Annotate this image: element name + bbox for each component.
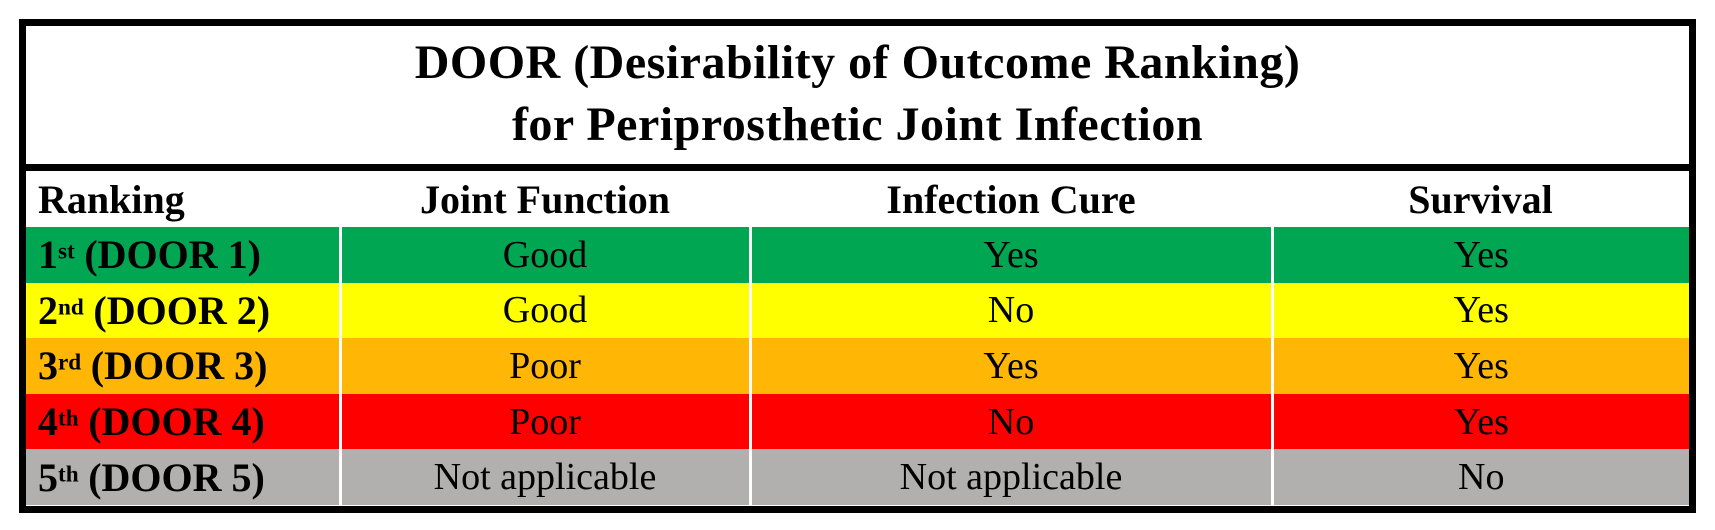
- column-header-ranking: Ranking: [26, 171, 340, 227]
- rank-cell: 5th (DOOR 5): [26, 449, 340, 505]
- rank-ordinal: th: [58, 405, 79, 432]
- door-table-frame: DOOR (Desirability of Outcome Ranking) f…: [19, 19, 1696, 513]
- survival-cell: Yes: [1270, 338, 1689, 394]
- joint-function-cell: Good: [338, 227, 750, 283]
- table-row-door-4: 4th (DOOR 4) Poor No Yes: [26, 393, 1689, 450]
- rank-cell: 3rd (DOOR 3): [26, 338, 340, 394]
- rank-number: 3: [38, 343, 58, 389]
- survival-cell: Yes: [1270, 393, 1689, 450]
- rank-door-label: (DOOR 2): [93, 287, 271, 333]
- rank-number: 2: [38, 287, 58, 333]
- survival-cell: Yes: [1270, 227, 1689, 283]
- column-header-infection-cure: Infection Cure: [750, 171, 1272, 227]
- column-header-joint-function: Joint Function: [340, 171, 750, 227]
- infection-cure-cell: Not applicable: [748, 449, 1272, 505]
- title-line-2: for Periprosthetic Joint Infection: [511, 98, 1204, 151]
- rank-cell: 4th (DOOR 4): [26, 394, 340, 450]
- rank-door-label: (DOOR 4): [88, 399, 265, 445]
- door-ranking-table: Ranking Joint Function Infection Cure Su…: [26, 171, 1689, 505]
- title-line-1: DOOR (Desirability of Outcome Ranking): [414, 36, 1301, 89]
- table-row-door-5: 5th (DOOR 5) Not applicable Not applicabl…: [26, 449, 1689, 505]
- table-row-door-1: 1st (DOOR 1) Good Yes Yes: [26, 227, 1689, 283]
- rank-ordinal: st: [58, 238, 75, 265]
- rank-cell: 2nd (DOOR 2): [26, 283, 340, 339]
- table-title: DOOR (Desirability of Outcome Ranking) f…: [26, 26, 1689, 171]
- rank-number: 1: [38, 232, 58, 278]
- table-row-door-2: 2nd (DOOR 2) Good No Yes: [26, 282, 1689, 339]
- joint-function-cell: Poor: [338, 338, 750, 394]
- joint-function-cell: Poor: [338, 393, 750, 450]
- rank-ordinal: nd: [58, 294, 84, 321]
- joint-function-cell: Not applicable: [338, 449, 750, 505]
- rank-ordinal: rd: [58, 349, 82, 376]
- rank-cell: 1st (DOOR 1): [26, 227, 340, 283]
- survival-cell: No: [1270, 449, 1689, 505]
- rank-door-label: (DOOR 3): [90, 343, 268, 389]
- infection-cure-cell: Yes: [748, 227, 1272, 283]
- infection-cure-cell: No: [748, 393, 1272, 450]
- column-header-survival: Survival: [1272, 171, 1689, 227]
- infection-cure-cell: Yes: [748, 338, 1272, 394]
- survival-cell: Yes: [1270, 282, 1689, 339]
- table-row-door-3: 3rd (DOOR 3) Poor Yes Yes: [26, 338, 1689, 394]
- rank-door-label: (DOOR 1): [84, 232, 261, 278]
- rank-ordinal: th: [58, 460, 79, 487]
- rank-number: 5: [38, 454, 58, 500]
- infection-cure-cell: No: [748, 282, 1272, 339]
- header-row: Ranking Joint Function Infection Cure Su…: [26, 171, 1689, 227]
- rank-number: 4: [38, 399, 58, 445]
- rank-door-label: (DOOR 5): [88, 454, 265, 500]
- joint-function-cell: Good: [338, 282, 750, 339]
